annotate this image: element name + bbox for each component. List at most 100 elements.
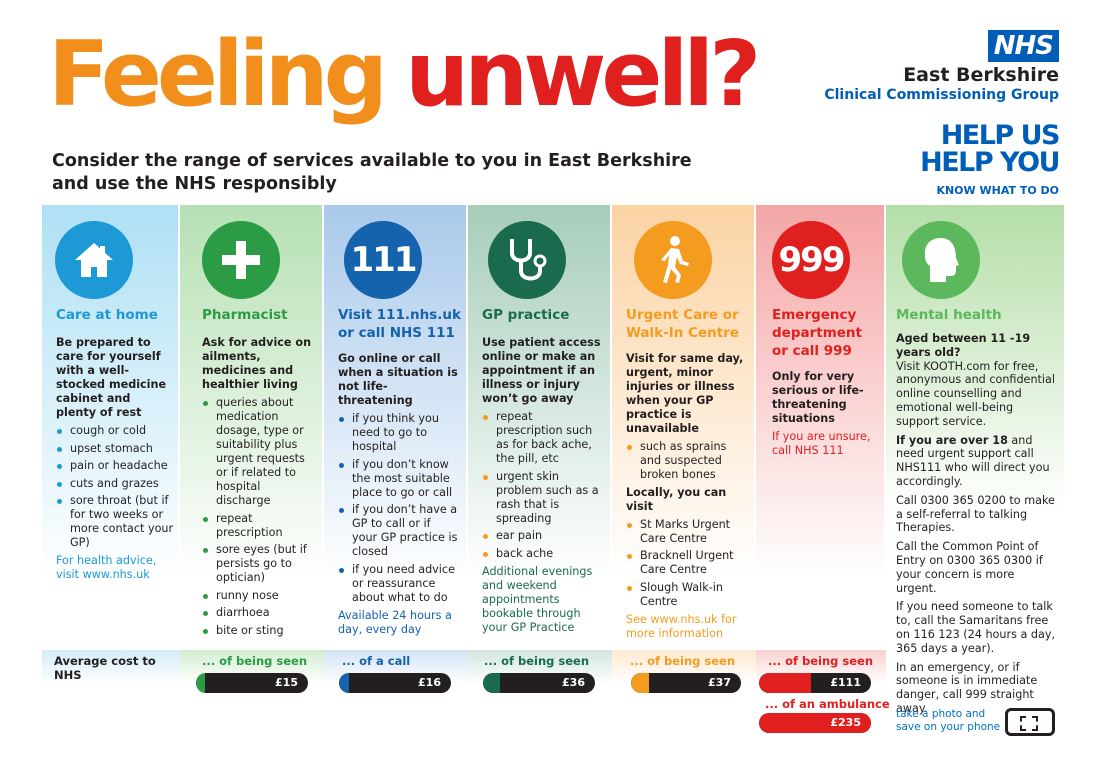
stethoscope-icon <box>488 221 566 299</box>
lead-locally: Locally, you can visit <box>626 485 727 513</box>
cost-value: £16 <box>418 676 441 689</box>
cost-value: £235 <box>830 716 861 729</box>
house-icon <box>55 221 133 299</box>
column-mental-health: Mental health Aged between 11 -19 years … <box>886 205 1064 715</box>
list-item: if you think you need to go to hospital <box>338 412 458 454</box>
cost-caption: ... of being seen <box>202 654 308 668</box>
headline-word-unwell: unwell? <box>405 22 761 127</box>
title-urgent-care: Urgent Care or Walk-In Centre <box>626 307 740 341</box>
list-item: upset stomach <box>56 442 174 456</box>
body-pharmacist: Ask for advice on ailments, medicines an… <box>202 336 318 641</box>
know-what-to-do: KNOW WHAT TO DO <box>936 184 1059 197</box>
head-icon <box>902 221 980 299</box>
lead-gp-practice: Use patient access online or make an app… <box>482 336 601 405</box>
cost-caption: ... of being seen <box>484 654 590 668</box>
list-item: Slough Walk-in Centre <box>626 581 750 609</box>
list-item: bite or sting <box>202 624 318 638</box>
list-item: if you need advice or reassurance about … <box>338 563 458 605</box>
body-care-at-home: Be prepared to care for yourself with a … <box>56 336 174 582</box>
help-us-logo: HELP US HELP YOU KNOW WHAT TO DO <box>920 120 1061 197</box>
subheading: Consider the range of services available… <box>52 150 692 196</box>
list-item: back ache <box>482 547 602 561</box>
cost-caption-ambulance: ... of an ambulance <box>765 697 890 711</box>
list-item: such as sprains and suspected broken bon… <box>626 440 750 482</box>
title-mental-health: Mental health <box>896 307 1002 323</box>
title-emergency: Emergency department or call 999 <box>772 307 862 359</box>
list-item: if you don’t know the most suitable plac… <box>338 458 458 500</box>
cost-bar-nhs111: £16 <box>339 673 451 693</box>
list-item: Bracknell Urgent Care Centre <box>626 549 750 577</box>
headline: Feeling unwell? <box>48 30 761 120</box>
samaritans-paragraph: If you need someone to talk to, call the… <box>896 600 1056 655</box>
photo-hint: take a photo and save on your phone <box>896 708 1001 733</box>
list-item: ear pain <box>482 529 602 543</box>
camera-phone-icon <box>1005 708 1055 736</box>
column-emergency: 999 Emergency department or call 999 Only … <box>756 205 886 645</box>
title-pharmacist: Pharmacist <box>202 307 288 323</box>
badge-999-text: 999 <box>778 240 846 280</box>
column-care-at-home: Care at home Be prepared to care for you… <box>42 205 180 645</box>
lead-pharmacist: Ask for advice on ailments, medicines an… <box>202 336 312 391</box>
list-item: runny nose <box>202 589 318 603</box>
emergency-paragraph: In an emergency, or if someone is in imm… <box>896 660 1038 715</box>
cost-bar-fill <box>631 673 649 693</box>
note-nhs-website: For health advice, visit www.nhs.uk <box>56 554 157 581</box>
column-urgent-care: Urgent Care or Walk-In Centre Visit for s… <box>612 205 756 645</box>
lead-mental-health: Aged between 11 -19 years old? <box>896 332 1031 359</box>
cost-bar-fill <box>196 673 205 693</box>
nhs-111-badge: 111 <box>344 221 422 299</box>
emergency-999-badge: 999 <box>772 221 850 299</box>
list-item: repeat prescription <box>202 512 318 540</box>
org-name: East Berkshire <box>903 64 1059 86</box>
list-item: pain or headache <box>56 459 174 473</box>
cost-value: £111 <box>830 676 861 689</box>
lead-care-at-home: Be prepared to care for yourself with a … <box>56 336 167 419</box>
title-nhs-111: Visit 111.nhs.uk or call NHS 111 <box>338 307 461 341</box>
walking-person-icon <box>634 221 712 299</box>
list-item: sore eyes (but if persists go to opticia… <box>202 543 318 585</box>
note-if-unsure: If you are unsure, call NHS 111 <box>772 430 871 457</box>
title-care-at-home: Care at home <box>56 307 158 323</box>
column-gp-practice: GP practice Use patient access online or… <box>468 205 612 645</box>
lead-nhs-111: Go online or call when a situation is no… <box>338 352 458 407</box>
list-item: urgent skin problem such as a rash that … <box>482 470 602 526</box>
cost-label: Average cost to NHS <box>54 654 156 682</box>
cost-bar-fill <box>339 673 349 693</box>
cost-row: Average cost to NHS ... of being seen ..… <box>42 650 1064 684</box>
cost-value: £36 <box>562 676 585 689</box>
help-us-line: HELP US <box>940 120 1061 151</box>
cost-bar-fill <box>759 673 811 693</box>
cost-caption: ... of being seen <box>630 654 736 668</box>
list-item: St Marks Urgent Care Centre <box>626 518 750 546</box>
body-mental-health: Aged between 11 -19 years old? Visit KOO… <box>896 332 1058 721</box>
common-point-paragraph: Call the Common Point of Entry on 0300 3… <box>896 540 1043 595</box>
cost-value: £37 <box>708 676 731 689</box>
kooth-paragraph: Visit KOOTH.com for free, anonymous and … <box>896 359 1055 428</box>
ccg-name: Clinical Commissioning Group <box>824 87 1059 103</box>
nhs-logo: NHS <box>987 30 1059 62</box>
cost-bar-fill <box>759 713 871 733</box>
column-nhs-111: 111 Visit 111.nhs.uk or call NHS 111 Go o… <box>324 205 468 645</box>
badge-111-text: 111 <box>350 240 418 280</box>
column-pharmacist: Pharmacist Ask for advice on ailments, m… <box>180 205 324 645</box>
help-you-line: HELP YOU <box>920 147 1060 178</box>
subheading-line-2: and use the NHS responsibly <box>52 174 337 194</box>
note-available-24h: Available 24 hours a day, every day <box>338 608 452 636</box>
cost-label-cell: Average cost to NHS <box>42 650 180 684</box>
body-gp-practice: Use patient access online or make an app… <box>482 336 602 635</box>
list-item: repeat prescription such as for back ach… <box>482 410 602 466</box>
list-item: cuts and grazes <box>56 477 174 491</box>
note-gp-appointments: Additional evenings and weekend appointm… <box>482 564 593 634</box>
body-emergency: Only for very serious or life-threatenin… <box>772 370 880 458</box>
cost-value: £15 <box>275 676 298 689</box>
list-item: diarrhoea <box>202 606 318 620</box>
list-item: if you don’t have a GP to call or if you… <box>338 503 458 559</box>
cost-caption: ... of being seen <box>768 654 874 668</box>
service-columns: Care at home Be prepared to care for you… <box>42 205 1064 715</box>
list-item: cough or cold <box>56 424 174 438</box>
over-18-paragraph: If you are over 18 and need urgent suppo… <box>896 433 1050 488</box>
cost-bar-urgent: £37 <box>631 673 741 693</box>
lead-urgent-care: Visit for same day, urgent, minor injuri… <box>626 352 744 435</box>
headline-word-feeling: Feeling <box>48 22 388 127</box>
cost-bar-pharmacist: £15 <box>196 673 308 693</box>
